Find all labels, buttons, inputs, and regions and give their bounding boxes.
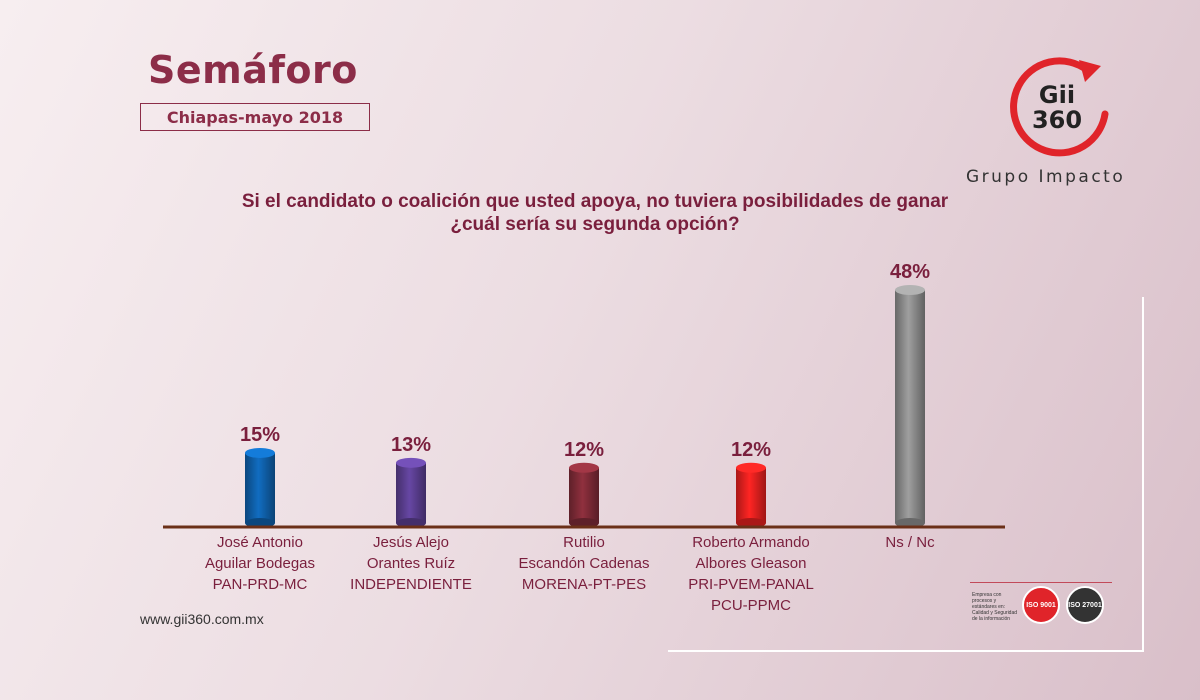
bar-5: [895, 290, 925, 523]
category-label-3-line-2: Escandón Cadenas: [519, 555, 650, 572]
category-label-1-line-2: Aguilar Bodegas: [205, 555, 315, 572]
value-label-4: 12%: [731, 439, 771, 461]
question-line-1: Si el candidato o coalición que usted ap…: [241, 191, 949, 212]
category-label-2-line-3: INDEPENDIENTE: [350, 576, 472, 593]
bar-3: [569, 467, 599, 523]
frame-line-horizontal: [668, 650, 1144, 652]
category-label-5-line-1: Ns / Nc: [885, 534, 935, 551]
category-label-1-line-3: PAN-PRD-MC: [213, 576, 308, 593]
bar-5-cap: [895, 285, 925, 295]
category-label-4-line-2: Albores Gleason: [696, 555, 807, 572]
category-label-2-line-2: Orantes Ruíz: [367, 555, 455, 572]
category-label-4-line-1: Roberto Armando: [692, 534, 810, 551]
logo-line1: Gii: [1039, 81, 1075, 109]
iso-27001-badge: ISO 27001: [1066, 586, 1104, 624]
category-label-3-line-3: MORENA-PT-PES: [522, 576, 646, 593]
value-label-2: 13%: [391, 434, 431, 456]
iso-9001-badge: ISO 9001: [1022, 586, 1060, 624]
bar-1: [245, 452, 275, 523]
bar-1-cap: [245, 447, 275, 458]
chart-question: Si el candidato o coalición que usted ap…: [100, 190, 1090, 236]
certification-block: Empresa con procesos y estándares en: Ca…: [970, 582, 1112, 628]
gii360-logo: Gii 360: [1010, 57, 1109, 157]
bar-2-cap: [396, 457, 426, 468]
logo-line2: 360: [1032, 106, 1082, 134]
cert-divider: [970, 582, 1112, 583]
category-label-3-line-1: Rutilio: [563, 534, 605, 551]
category-label-2-line-1: Jesús Alejo: [373, 534, 449, 551]
page-title: Semáforo: [148, 48, 358, 92]
bar-4: [736, 467, 766, 523]
category-label-1-line-1: José Antonio: [217, 534, 303, 551]
category-label-4-line-4: PCU-PPMC: [711, 597, 791, 614]
question-line-2: ¿cuál sería su segunda opción?: [450, 214, 740, 235]
frame-line-vertical: [1142, 297, 1144, 652]
logo-arrow-icon: [1079, 60, 1101, 82]
bar-4-cap: [736, 462, 766, 473]
value-label-1: 15%: [240, 424, 280, 446]
bar-3-cap: [569, 462, 599, 473]
value-label-5: 48%: [890, 261, 930, 283]
website-link[interactable]: www.gii360.com.mx: [140, 611, 264, 627]
category-label-4-line-3: PRI-PVEM-PANAL: [688, 576, 814, 593]
cert-text: Empresa con procesos y estándares en: Ca…: [972, 592, 1018, 622]
logo-caption: Grupo Impacto: [966, 167, 1126, 187]
value-label-3: 12%: [564, 439, 604, 461]
bar-2: [396, 462, 426, 523]
page-subtitle: Chiapas-mayo 2018: [140, 103, 370, 131]
logo-ring: [1010, 57, 1109, 157]
